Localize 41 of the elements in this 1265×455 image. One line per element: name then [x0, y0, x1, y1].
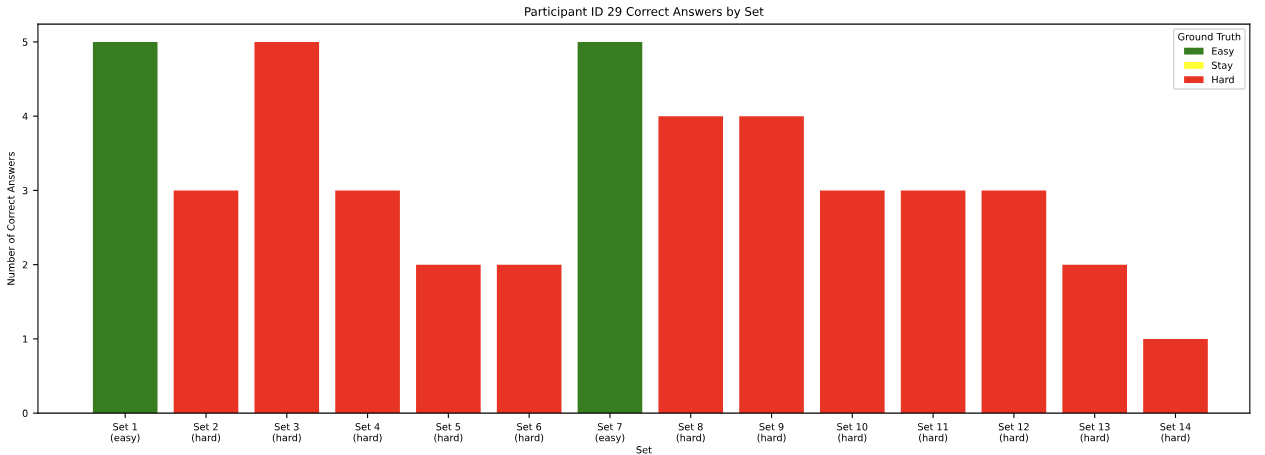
- bar: [820, 190, 885, 414]
- legend-label: Hard: [1212, 75, 1234, 84]
- bar: [1143, 338, 1208, 414]
- bar: [92, 41, 158, 414]
- legend-label: Stay: [1211, 61, 1233, 71]
- bar: [335, 190, 400, 414]
- x-axis-title: Set: [636, 446, 652, 454]
- y-tick-label: 0: [22, 409, 28, 417]
- bar: [496, 264, 562, 414]
- y-axis-title: Number of Correct Answers: [7, 152, 15, 285]
- bar: [981, 190, 1047, 414]
- x-tick-label: Set 4 (hard): [353, 423, 382, 443]
- bar: [658, 116, 724, 414]
- bar: [739, 116, 804, 414]
- x-tick-label: Set 9 (hard): [757, 423, 786, 443]
- bar: [900, 190, 966, 414]
- bar: [254, 41, 320, 414]
- legend-title: Ground Truth: [1178, 32, 1241, 41]
- legend-label: Easy: [1212, 47, 1234, 57]
- x-tick-label: Set 8 (hard): [676, 423, 705, 443]
- bar: [1062, 264, 1128, 414]
- x-tick-label: Set 3 (hard): [272, 423, 301, 443]
- x-tick-label: Set 13 (hard): [1079, 423, 1110, 443]
- x-tick-label: Set 2 (hard): [191, 423, 221, 443]
- chart-title: Participant ID 29 Correct Answers by Set: [525, 6, 764, 19]
- x-tick-label: Set 14 (hard): [1160, 423, 1191, 443]
- x-tick-label: Set 12 (hard): [998, 423, 1029, 443]
- y-tick-label: 2: [22, 261, 28, 269]
- y-tick-label: 4: [22, 112, 28, 120]
- x-tick-label: Set 6 (hard): [515, 423, 544, 443]
- x-tick-label: Set 7 (easy): [595, 423, 625, 444]
- x-tick-label: Set 5 (hard): [434, 423, 463, 443]
- x-tick-label: Set 11 (hard): [918, 423, 948, 443]
- bar: [173, 190, 239, 414]
- y-tick-label: 3: [22, 186, 28, 195]
- x-tick-label: Set 1 (easy): [110, 423, 140, 444]
- x-tick-label: Set 10 (hard): [837, 423, 868, 443]
- y-tick-label: 1: [23, 335, 28, 343]
- y-tick-label: 5: [22, 38, 28, 46]
- bar: [577, 41, 643, 414]
- bar: [416, 264, 481, 414]
